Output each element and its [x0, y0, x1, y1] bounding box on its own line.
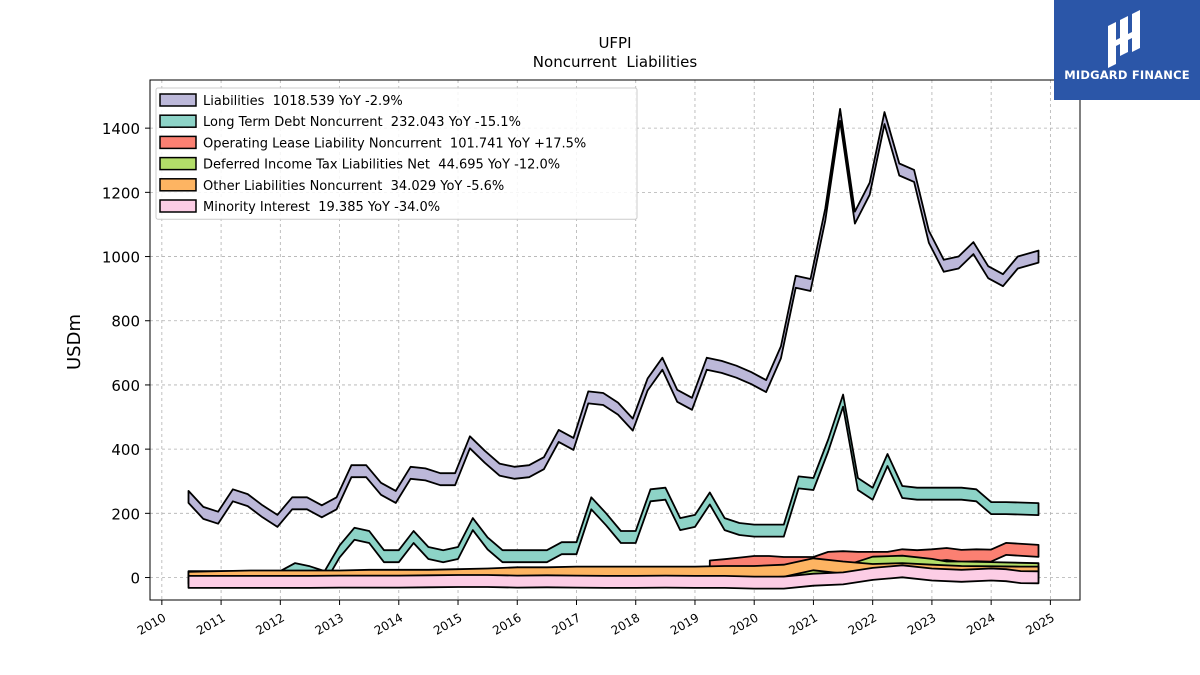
legend-swatch [159, 93, 197, 107]
midgard-logo-icon [1108, 10, 1140, 68]
y-tick-label: 600 [111, 377, 140, 395]
x-tick-label: 2023 [905, 610, 938, 637]
x-tick-label: 2017 [550, 610, 583, 637]
y-tick-label: 400 [111, 441, 140, 459]
chart-subtitle: Noncurrent Liabilities [533, 53, 698, 71]
legend-entry: Other Liabilities Noncurrent 34.029 YoY … [203, 179, 504, 194]
legend: Liabilities 1018.539 YoY -2.9% Long Term … [155, 87, 638, 220]
y-tick-label: 1000 [102, 249, 140, 267]
legend-swatch [159, 156, 197, 171]
y-tick-label: 800 [111, 313, 140, 331]
legend-entry: Long Term Debt Noncurrent 232.043 YoY -1… [203, 115, 521, 130]
brand-name: MIDGARD FINANCE [1064, 68, 1190, 82]
x-tick-label: 2020 [727, 610, 760, 637]
brand-logo: MIDGARD FINANCE [1054, 0, 1200, 100]
legend-entry: Liabilities 1018.539 YoY -2.9% [203, 94, 403, 109]
y-tick-label: 1200 [102, 184, 140, 202]
x-tick-label: 2011 [194, 610, 227, 637]
x-tick-label: 2014 [372, 610, 405, 637]
x-tick-label: 2024 [964, 610, 997, 637]
x-tick-label: 2018 [609, 610, 642, 637]
x-tick-label: 2013 [313, 610, 346, 637]
legend-box [155, 87, 638, 220]
x-axis: 2010 2011 2012 2013 2014 2015 2016 2017 2018 2019… [135, 600, 1057, 638]
series-band-minority-interest [187, 564, 1040, 590]
x-tick-label: 2019 [668, 610, 701, 637]
y-tick-label: 200 [111, 505, 140, 523]
legend-swatch [159, 199, 197, 213]
y-axis: 0 200 400 600 800 1000 1200 1400 [102, 120, 150, 588]
y-axis-label: USDm [64, 314, 85, 370]
series-band-liabilities [187, 108, 1040, 528]
legend-entry: Deferred Income Tax Liabilities Net 44.6… [203, 158, 560, 173]
legend-swatch [159, 135, 197, 150]
legend-entry: Minority Interest 19.385 YoY -34.0% [203, 200, 440, 215]
x-tick-label: 2025 [1023, 610, 1056, 637]
y-tick-label: 1400 [102, 120, 140, 138]
x-tick-label: 2012 [253, 610, 286, 637]
x-tick-label: 2016 [490, 610, 523, 637]
legend-swatch [159, 114, 197, 128]
x-tick-label: 2010 [135, 610, 168, 637]
series-band-long-term-debt-noncurrent [279, 393, 1040, 584]
x-tick-label: 2015 [431, 610, 464, 637]
chart-title: UFPI [598, 34, 631, 52]
legend-swatch [159, 178, 197, 192]
legend-entry: Operating Lease Liability Noncurrent 101… [203, 136, 586, 151]
x-tick-label: 2022 [846, 610, 879, 637]
series-areas [187, 108, 1040, 590]
x-tick-label: 2021 [786, 610, 819, 637]
y-tick-label: 0 [130, 570, 140, 588]
plot-frame [149, 79, 1081, 601]
